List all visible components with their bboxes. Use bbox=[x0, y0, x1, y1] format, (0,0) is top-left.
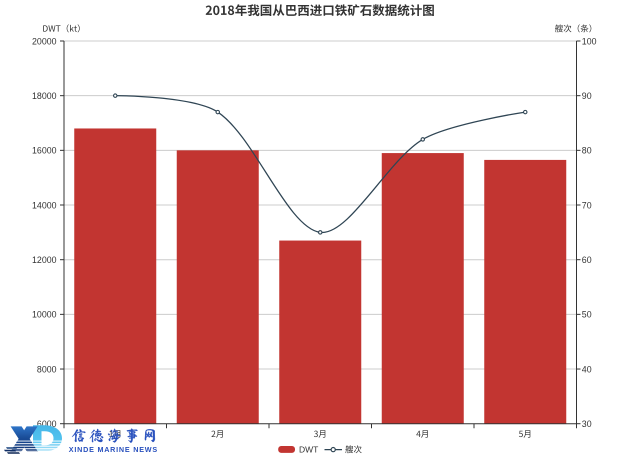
svg-text:30: 30 bbox=[582, 419, 592, 429]
svg-text:18000: 18000 bbox=[32, 91, 57, 101]
svg-text:70: 70 bbox=[582, 200, 592, 210]
svg-text:50: 50 bbox=[582, 310, 592, 320]
svg-text:40: 40 bbox=[582, 364, 592, 374]
svg-text:6000: 6000 bbox=[37, 419, 57, 429]
svg-text:10000: 10000 bbox=[32, 310, 57, 320]
svg-text:20000: 20000 bbox=[32, 36, 57, 46]
svg-text:DWT: DWT bbox=[299, 444, 318, 454]
svg-text:100: 100 bbox=[582, 36, 597, 46]
svg-text:16000: 16000 bbox=[32, 146, 57, 156]
svg-text:XINDE MARINE NEWS: XINDE MARINE NEWS bbox=[69, 445, 158, 454]
svg-text:90: 90 bbox=[582, 91, 592, 101]
svg-text:80: 80 bbox=[582, 146, 592, 156]
svg-text:60: 60 bbox=[582, 255, 592, 265]
svg-text:8000: 8000 bbox=[37, 364, 57, 374]
svg-text:14000: 14000 bbox=[32, 200, 57, 210]
svg-text:12000: 12000 bbox=[32, 255, 57, 265]
